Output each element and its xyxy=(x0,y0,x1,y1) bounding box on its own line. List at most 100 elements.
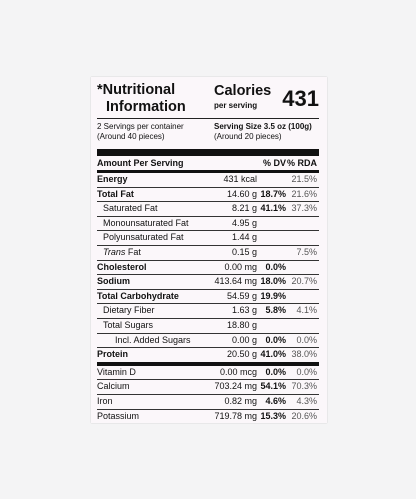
nutrient-name-suffix: Fat xyxy=(125,246,141,257)
nutrient-name: Saturated Fat xyxy=(103,203,158,214)
nutrient-amount: 0.00 g xyxy=(231,334,257,345)
nutrient-name: Iron xyxy=(97,395,113,406)
nutrient-amount: 413.64 mg xyxy=(214,276,257,287)
nutrient-dv: 19.9% xyxy=(260,290,286,301)
table-row: Energy 431 kcal 21.5% xyxy=(97,173,319,188)
nutrient-amount: 719.78 mg xyxy=(214,410,257,421)
servings-per-container: 2 Servings per container (Around 40 piec… xyxy=(97,122,184,142)
table-row: Total Fat 14.60 g 18.7% 21.6% xyxy=(97,188,319,203)
nutrient-dv: 41.1% xyxy=(260,203,286,214)
nutrient-rda: 21.5% xyxy=(291,174,317,184)
nutrient-name: Vitamin D xyxy=(97,366,136,377)
nutrient-name: Trans Fat xyxy=(103,247,141,257)
table-row: Total Sugars 18.80 g xyxy=(97,319,319,334)
nutrient-rda: 38.0% xyxy=(291,349,317,360)
nutrient-amount: 20.50 g xyxy=(226,349,257,360)
header-divider xyxy=(97,170,319,173)
nutrient-amount: 18.80 g xyxy=(226,319,257,330)
nutrient-name: Protein xyxy=(97,349,129,360)
nutrient-rda: 4.1% xyxy=(296,305,317,316)
nutrient-name: Monounsaturated Fat xyxy=(103,217,189,228)
nutrient-amount: 4.95 g xyxy=(231,217,257,228)
nutrient-amount: 0.00 mg xyxy=(224,261,257,272)
nutrient-rda: 21.6% xyxy=(291,188,317,199)
nutrient-rda: 4.3% xyxy=(296,395,317,406)
nutrient-amount: 431 kcal xyxy=(223,174,257,184)
nutrient-rda: 70.3% xyxy=(291,381,317,392)
nutrient-amount: 14.60 g xyxy=(226,188,257,199)
nutrient-name: Total Carbohydrate xyxy=(97,290,179,301)
nutrient-rda: 0.0% xyxy=(296,334,317,345)
label-title: *Nutritional Information xyxy=(97,82,207,116)
per-serving-label: per serving xyxy=(214,101,258,110)
nutrient-dv: 0.0% xyxy=(265,366,286,377)
nutrient-amount: 1.63 g xyxy=(231,305,257,316)
nutrient-dv: 54.1% xyxy=(260,381,286,392)
column-header-dv: % DV xyxy=(262,158,286,168)
calories-value: 431 xyxy=(282,86,319,111)
table-row: Total Carbohydrate 54.59 g 19.9% xyxy=(97,290,319,305)
nutrient-name: Cholesterol xyxy=(97,261,147,272)
column-header-name: Amount Per Serving xyxy=(97,158,184,168)
nutrient-rda: 37.3% xyxy=(291,203,317,214)
nutrient-name: Sodium xyxy=(97,276,130,287)
servings-info: 2 Servings per container (Around 40 piec… xyxy=(97,119,319,149)
table-row: Protein 20.50 g 41.0% 38.0% xyxy=(97,348,319,366)
nutrition-label: *Nutritional Information Calories per se… xyxy=(91,77,327,423)
servings-left-line-2: (Around 40 pieces) xyxy=(97,132,165,141)
table-row: Dietary Fiber 1.63 g 5.8% 4.1% xyxy=(97,304,319,319)
nutrient-amount: 54.59 g xyxy=(226,290,257,301)
table-row: Iron 0.82 mg 4.6% 4.3% xyxy=(97,395,319,410)
nutrient-name: Incl. Added Sugars xyxy=(115,334,191,345)
table-row: Incl. Added Sugars 0.00 g 0.0% 0.0% xyxy=(97,334,319,349)
nutrient-dv: 18.7% xyxy=(260,188,286,199)
nutrient-amount: 1.44 g xyxy=(231,232,257,243)
table-row: Trans Fat 0.15 g 7.5% xyxy=(97,246,319,261)
nutrient-name-italic: Trans xyxy=(103,246,126,257)
calories-label: Calories xyxy=(214,83,272,99)
nutrient-amount: 8.21 g xyxy=(231,203,257,214)
table-row: Polyunsaturated Fat 1.44 g xyxy=(97,231,319,246)
serving-size: Serving Size 3.5 oz (100g) (Around 20 pi… xyxy=(214,122,312,142)
table-row: Sodium 413.64 mg 18.0% 20.7% xyxy=(97,275,319,290)
serving-size-line-2: (Around 20 pieces) xyxy=(214,132,282,141)
table-row: Monounsaturated Fat 4.95 g xyxy=(97,217,319,232)
nutrient-table: Energy 431 kcal 21.5% Total Fat 14.60 g 18.7%… xyxy=(97,173,319,423)
nutrient-name: Energy xyxy=(97,174,128,184)
nutrient-amount: 703.24 mg xyxy=(214,381,257,392)
nutrient-dv: 0.0% xyxy=(265,261,286,272)
title-line-1: *Nutritional xyxy=(97,82,176,98)
table-row: Cholesterol 0.00 mg 0.0% xyxy=(97,261,319,276)
nutrient-rda: 0.0% xyxy=(296,366,317,377)
table-header: Amount Per Serving % DV % RDA xyxy=(97,156,319,170)
label-header: *Nutritional Information Calories per se… xyxy=(97,82,319,118)
nutrient-dv: 18.0% xyxy=(260,276,286,287)
nutrient-name: Total Fat xyxy=(97,188,134,199)
nutrient-dv: 0.0% xyxy=(265,334,286,345)
table-row: Vitamin D 0.00 mcg 0.0% 0.0% xyxy=(97,366,319,381)
table-row: Saturated Fat 8.21 g 41.1% 37.3% xyxy=(97,202,319,217)
nutrient-name: Calcium xyxy=(97,381,130,392)
nutrient-dv: 4.6% xyxy=(265,395,286,406)
title-line-2: Information xyxy=(106,99,186,115)
servings-left-line-1: 2 Servings per container xyxy=(97,122,184,131)
nutrient-amount: 0.82 mg xyxy=(224,395,257,406)
serving-size-line-1: Serving Size 3.5 oz (100g) xyxy=(214,122,312,131)
nutrient-dv: 41.0% xyxy=(260,349,286,360)
nutrient-name: Polyunsaturated Fat xyxy=(103,232,184,243)
divider xyxy=(97,118,319,119)
column-header-rda: % RDA xyxy=(286,158,317,168)
table-row: Calcium 703.24 mg 54.1% 70.3% xyxy=(97,380,319,395)
nutrient-rda: 20.7% xyxy=(291,276,317,287)
nutrient-name: Total Sugars xyxy=(103,319,154,330)
nutrient-amount: 0.00 mcg xyxy=(219,366,257,377)
table-row: Potassium 719.78 mg 15.3% 20.6% xyxy=(97,410,319,424)
nutrient-name: Potassium xyxy=(97,410,140,421)
nutrient-rda: 7.5% xyxy=(296,246,317,257)
thick-divider xyxy=(97,149,319,156)
nutrient-rda: 20.6% xyxy=(291,410,317,421)
nutrient-name: Dietary Fiber xyxy=(103,305,155,316)
nutrient-dv: 15.3% xyxy=(260,410,286,421)
nutrient-dv: 5.8% xyxy=(265,305,286,316)
nutrition-label-content: *Nutritional Information Calories per se… xyxy=(97,82,319,423)
